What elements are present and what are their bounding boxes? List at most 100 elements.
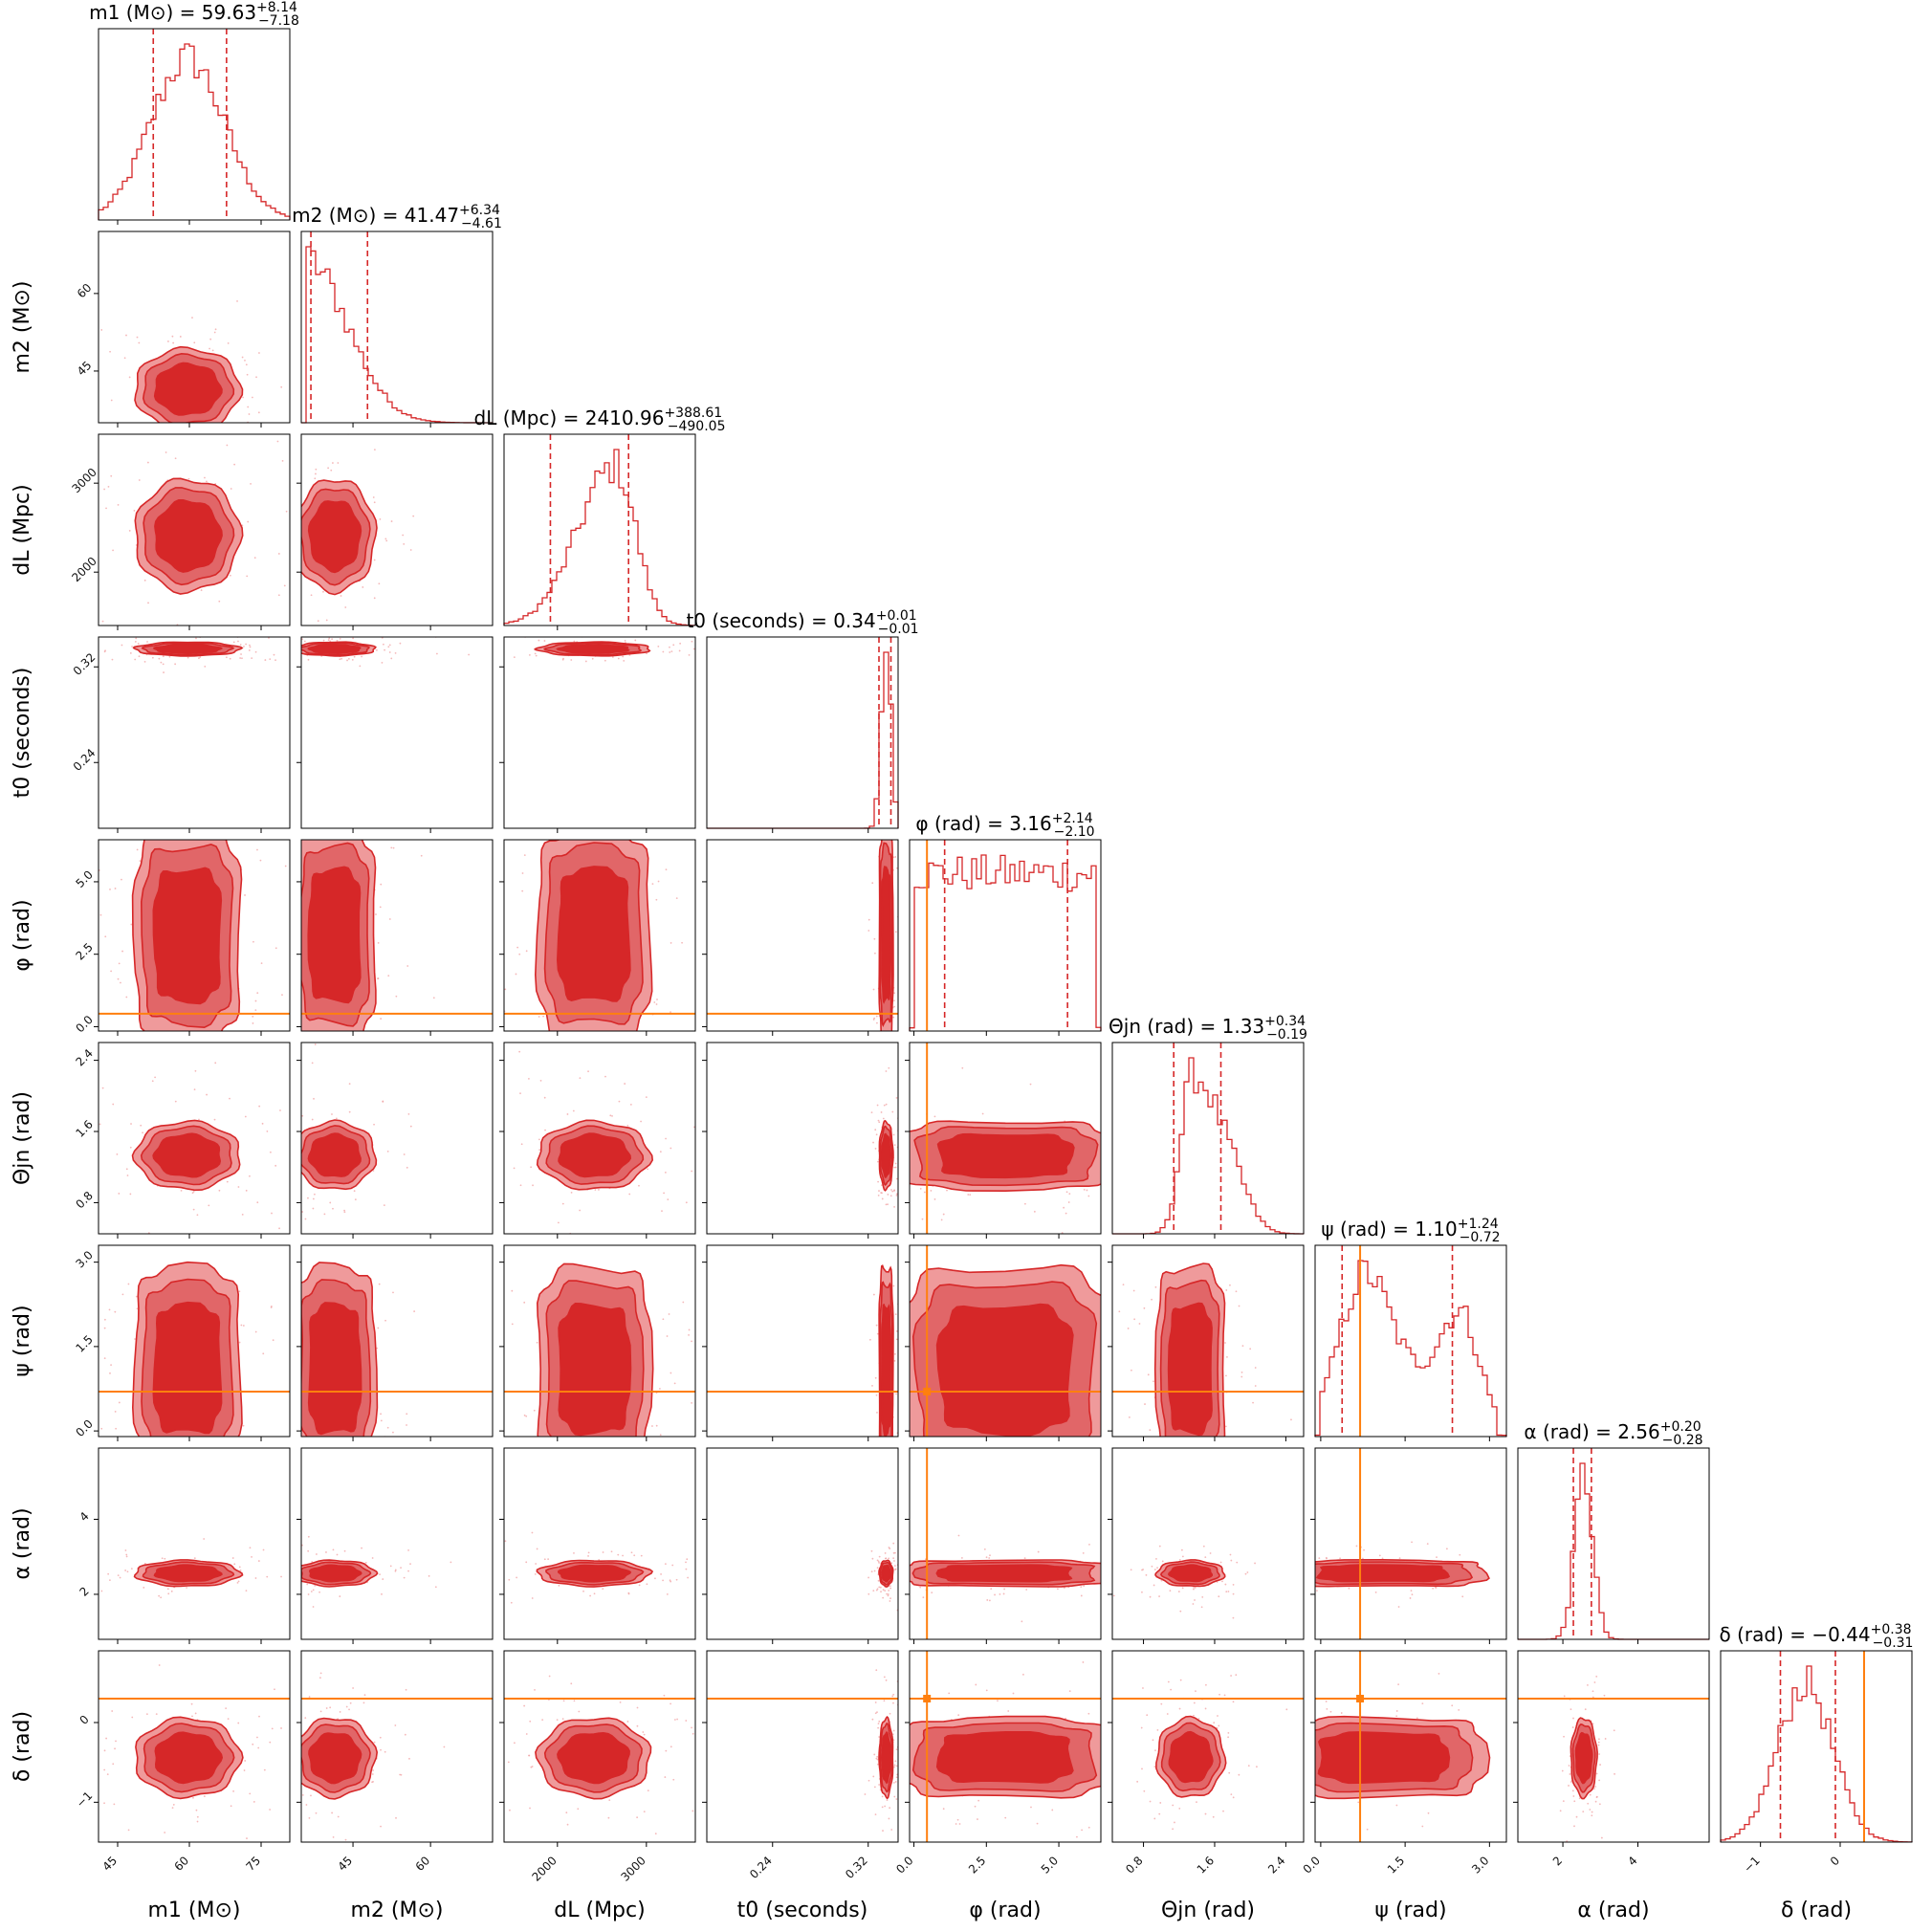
panel-m1-alpha [98, 1447, 291, 1640]
contour-inner [152, 644, 224, 655]
diag-panel-dL: dL (Mpc) = 2410.96+388.61 −490.05 [474, 406, 725, 626]
y-tick-label-theta: 0.8 [73, 1189, 95, 1211]
panel-frame [909, 1650, 1102, 1843]
diag-panel-m1: m1 (M⊙) = 59.63+8.14 −7.18 [89, 0, 299, 221]
histogram-alpha [1518, 1462, 1709, 1640]
panel-frame [1111, 1447, 1305, 1640]
panel-m2-alpha [300, 1447, 494, 1640]
panel-frame [98, 839, 291, 1032]
y-axis-label-alpha: α (rad) [11, 1507, 34, 1579]
contour-inner [307, 1132, 362, 1177]
panel-theta-delta [1111, 1650, 1305, 1843]
contour-inner [936, 1132, 1075, 1179]
contour-inner [881, 1303, 892, 1437]
x-axis-label-psi: ψ (rad) [1374, 1899, 1446, 1922]
panel-frame [1720, 1650, 1913, 1843]
panel-phi-psi [909, 1244, 1102, 1438]
contour-inner [557, 1731, 630, 1785]
panel-frame [300, 1244, 494, 1438]
panel-frame [1314, 1650, 1507, 1843]
panel-t0-delta [706, 1650, 899, 1843]
y-tick-label-alpha: 4 [77, 1509, 92, 1524]
panel-frame [503, 636, 696, 829]
panel-dL-alpha [503, 1447, 696, 1640]
panel-m2-t0 [300, 636, 494, 829]
panel-title-m2: m2 (M⊙) = 41.47+6.34 −4.61 [292, 203, 502, 231]
panel-frame [98, 1244, 291, 1438]
panel-phi-delta [909, 1650, 1102, 1843]
panel-phi-alpha [909, 1447, 1102, 1640]
panel-m2-phi [300, 839, 494, 1032]
x-tick-label-delta: −1 [1741, 1854, 1762, 1875]
contour-inner [154, 499, 223, 573]
contour-inner [307, 644, 362, 655]
panel-title-m1: m1 (M⊙) = 59.63+8.14 −7.18 [89, 0, 299, 29]
x-axis-label-dL: dL (Mpc) [554, 1899, 645, 1922]
contour-inner [152, 1301, 223, 1435]
x-tick-label-alpha: 2 [1550, 1854, 1565, 1868]
y-tick-label-phi: 0.0 [73, 1013, 95, 1035]
panel-t0-theta [706, 1042, 899, 1235]
truth-marker [923, 1695, 932, 1702]
panel-dL-delta [503, 1650, 696, 1843]
panel-frame [98, 433, 291, 626]
x-tick-label-psi: 3.0 [1469, 1854, 1491, 1876]
panel-frame [706, 636, 899, 829]
panel-frame [503, 1042, 696, 1235]
contour-inner [308, 1564, 362, 1583]
panel-frame [706, 1447, 899, 1640]
histogram-theta [1112, 1057, 1305, 1235]
panel-m2-delta [300, 1650, 494, 1843]
x-tick-label-m1: 60 [171, 1854, 191, 1874]
contour-inner [152, 1132, 222, 1178]
y-tick-label-m2: 60 [75, 281, 95, 301]
x-tick-label-m2: 45 [335, 1854, 355, 1874]
contour-inner [557, 1564, 632, 1583]
y-axis-label-delta: δ (rad) [11, 1711, 34, 1782]
contour-inner [307, 1302, 362, 1436]
y-tick-label-m2: 45 [75, 359, 95, 379]
panel-alpha-delta [1517, 1650, 1710, 1843]
panel-dL-theta [503, 1042, 696, 1235]
panel-m1-psi [98, 1244, 291, 1438]
contour-inner [556, 643, 630, 654]
panel-frame [300, 1650, 494, 1843]
panel-frame [503, 433, 696, 626]
panel-title-delta: δ (rad) = −0.44+0.38 −0.31 [1720, 1622, 1914, 1651]
panel-title-alpha: α (rad) = 2.56+0.20 −0.28 [1524, 1419, 1702, 1448]
panel-frame [98, 636, 291, 829]
histogram-dL [503, 449, 696, 626]
x-tick-label-phi: 5.0 [1039, 1854, 1061, 1876]
panel-m1-t0 [98, 636, 291, 829]
panel-m1-theta [98, 1042, 291, 1235]
y-axis-label-theta: Θjn (rad) [11, 1091, 34, 1185]
y-tick-label-delta: 0 [77, 1713, 92, 1727]
truth-marker [1356, 1695, 1365, 1702]
diag-panel-delta: δ (rad) = −0.44+0.38 −0.31 [1720, 1622, 1914, 1843]
x-tick-label-theta: 2.4 [1265, 1854, 1287, 1876]
panel-frame [300, 1447, 494, 1640]
panel-m2-psi [300, 1244, 494, 1438]
panel-t0-psi [706, 1244, 899, 1438]
panel-psi-delta [1314, 1650, 1507, 1843]
panel-frame [98, 1042, 291, 1235]
x-tick-label-phi: 0.0 [893, 1854, 915, 1876]
y-tick-label-t0: 0.32 [71, 650, 99, 678]
panel-frame [1517, 1650, 1710, 1843]
x-tick-label-t0: 0.24 [747, 1854, 775, 1881]
y-axis-label-m2: m2 (M⊙) [11, 280, 34, 373]
contour-inner [881, 1132, 892, 1179]
diag-panel-m2: m2 (M⊙) = 41.47+6.34 −4.61 [292, 203, 502, 424]
x-axis-label-alpha: α (rad) [1577, 1899, 1649, 1922]
y-tick-label-dL: 3000 [69, 466, 99, 495]
contour-inner [880, 1564, 891, 1583]
panel-frame [98, 1447, 291, 1640]
panel-frame [98, 28, 291, 221]
histogram-t0 [707, 651, 899, 829]
diag-panel-t0: t0 (seconds) = 0.34+0.01 −0.01 [686, 608, 919, 829]
diag-panel-alpha: α (rad) = 2.56+0.20 −0.28 [1517, 1419, 1710, 1640]
panel-frame [300, 231, 494, 424]
contour-inner [1315, 1564, 1451, 1583]
panel-psi-alpha [1314, 1447, 1507, 1640]
x-tick-label-m1: 75 [243, 1854, 263, 1874]
